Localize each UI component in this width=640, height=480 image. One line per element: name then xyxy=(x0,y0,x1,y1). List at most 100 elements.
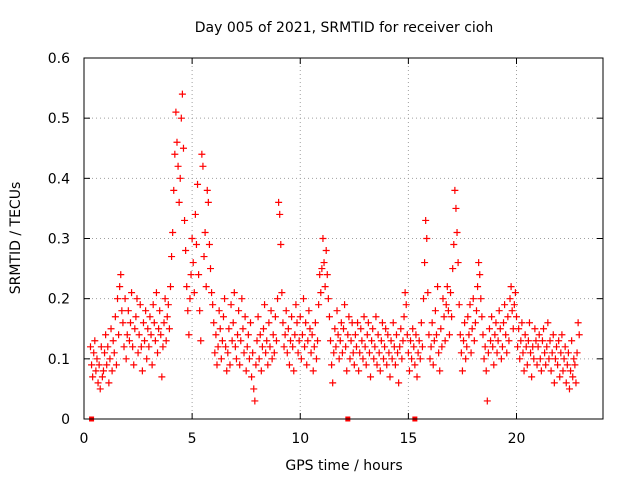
data-point xyxy=(120,343,128,351)
data-point xyxy=(531,325,539,333)
data-point xyxy=(364,319,372,327)
data-point xyxy=(291,331,299,339)
data-point xyxy=(302,319,310,327)
data-point xyxy=(301,343,309,351)
data-point xyxy=(403,331,411,339)
data-point xyxy=(154,349,162,357)
data-point xyxy=(212,331,220,339)
data-point xyxy=(351,331,359,339)
data-point xyxy=(335,355,343,363)
data-point xyxy=(137,343,145,351)
data-point xyxy=(448,313,456,321)
data-point xyxy=(271,313,279,321)
data-point xyxy=(391,361,399,369)
data-point xyxy=(124,307,132,315)
data-point xyxy=(135,331,143,339)
data-point xyxy=(159,343,167,351)
data-point xyxy=(388,355,396,363)
data-point xyxy=(146,313,154,321)
data-point xyxy=(270,349,278,357)
data-point xyxy=(519,349,527,357)
data-point xyxy=(495,307,503,315)
data-point xyxy=(370,355,378,363)
data-point xyxy=(187,271,195,279)
data-point xyxy=(179,144,187,152)
data-point xyxy=(514,343,522,351)
data-point xyxy=(325,313,333,321)
data-point xyxy=(380,355,388,363)
data-point xyxy=(198,150,206,158)
data-point xyxy=(194,180,202,188)
data-point xyxy=(547,367,555,375)
data-point xyxy=(569,373,577,381)
data-point xyxy=(428,319,436,327)
data-point xyxy=(232,355,240,363)
data-point xyxy=(442,301,450,309)
data-point xyxy=(258,343,266,351)
data-point xyxy=(208,289,216,297)
axis-ticks: 0 0.1 0.2 0.3 0.4 0.5 0.6 0 5 10 15 20 xyxy=(48,51,603,447)
data-point xyxy=(384,331,392,339)
data-point xyxy=(299,295,307,303)
data-point xyxy=(492,319,500,327)
data-point xyxy=(563,361,571,369)
data-point xyxy=(385,349,393,357)
data-point xyxy=(533,361,541,369)
data-point xyxy=(517,337,525,345)
data-point xyxy=(121,295,129,303)
data-point xyxy=(149,301,157,309)
data-point xyxy=(472,307,480,315)
data-point xyxy=(441,337,449,345)
data-point xyxy=(282,307,290,315)
data-point xyxy=(297,355,305,363)
data-point xyxy=(431,307,439,315)
data-point xyxy=(283,349,291,357)
data-point xyxy=(250,385,258,393)
data-point xyxy=(189,259,197,267)
data-point xyxy=(494,337,502,345)
data-point xyxy=(389,319,397,327)
data-point xyxy=(418,343,426,351)
data-point xyxy=(133,295,141,303)
data-point xyxy=(264,361,272,369)
data-point xyxy=(471,319,479,327)
data-point xyxy=(556,373,564,381)
data-point xyxy=(460,337,468,345)
data-point xyxy=(161,295,169,303)
data-point xyxy=(400,313,408,321)
data-point xyxy=(289,343,297,351)
data-point xyxy=(228,337,236,345)
data-point xyxy=(332,343,340,351)
data-point xyxy=(500,319,508,327)
data-point xyxy=(338,349,346,357)
data-point xyxy=(490,361,498,369)
data-point xyxy=(177,114,185,122)
data-point xyxy=(540,325,548,333)
data-point xyxy=(280,343,288,351)
data-point xyxy=(125,337,133,345)
data-point xyxy=(173,138,181,146)
data-point xyxy=(541,349,549,357)
data-point xyxy=(513,313,520,321)
data-point xyxy=(101,349,109,357)
data-point xyxy=(536,355,544,363)
data-point xyxy=(254,313,262,321)
data-point xyxy=(347,337,355,345)
data-point xyxy=(218,337,226,345)
data-point xyxy=(195,271,203,279)
data-point xyxy=(274,295,282,303)
data-point xyxy=(405,367,413,375)
data-point xyxy=(162,337,170,345)
data-point xyxy=(510,301,518,309)
data-point xyxy=(553,343,561,351)
data-point xyxy=(336,337,344,345)
data-point xyxy=(172,108,180,116)
data-point xyxy=(252,361,260,369)
data-point xyxy=(216,325,224,333)
data-point xyxy=(276,210,284,218)
data-point xyxy=(359,355,367,363)
data-point xyxy=(129,343,137,351)
data-point xyxy=(352,343,360,351)
data-point xyxy=(491,331,499,339)
data-point xyxy=(575,331,583,339)
